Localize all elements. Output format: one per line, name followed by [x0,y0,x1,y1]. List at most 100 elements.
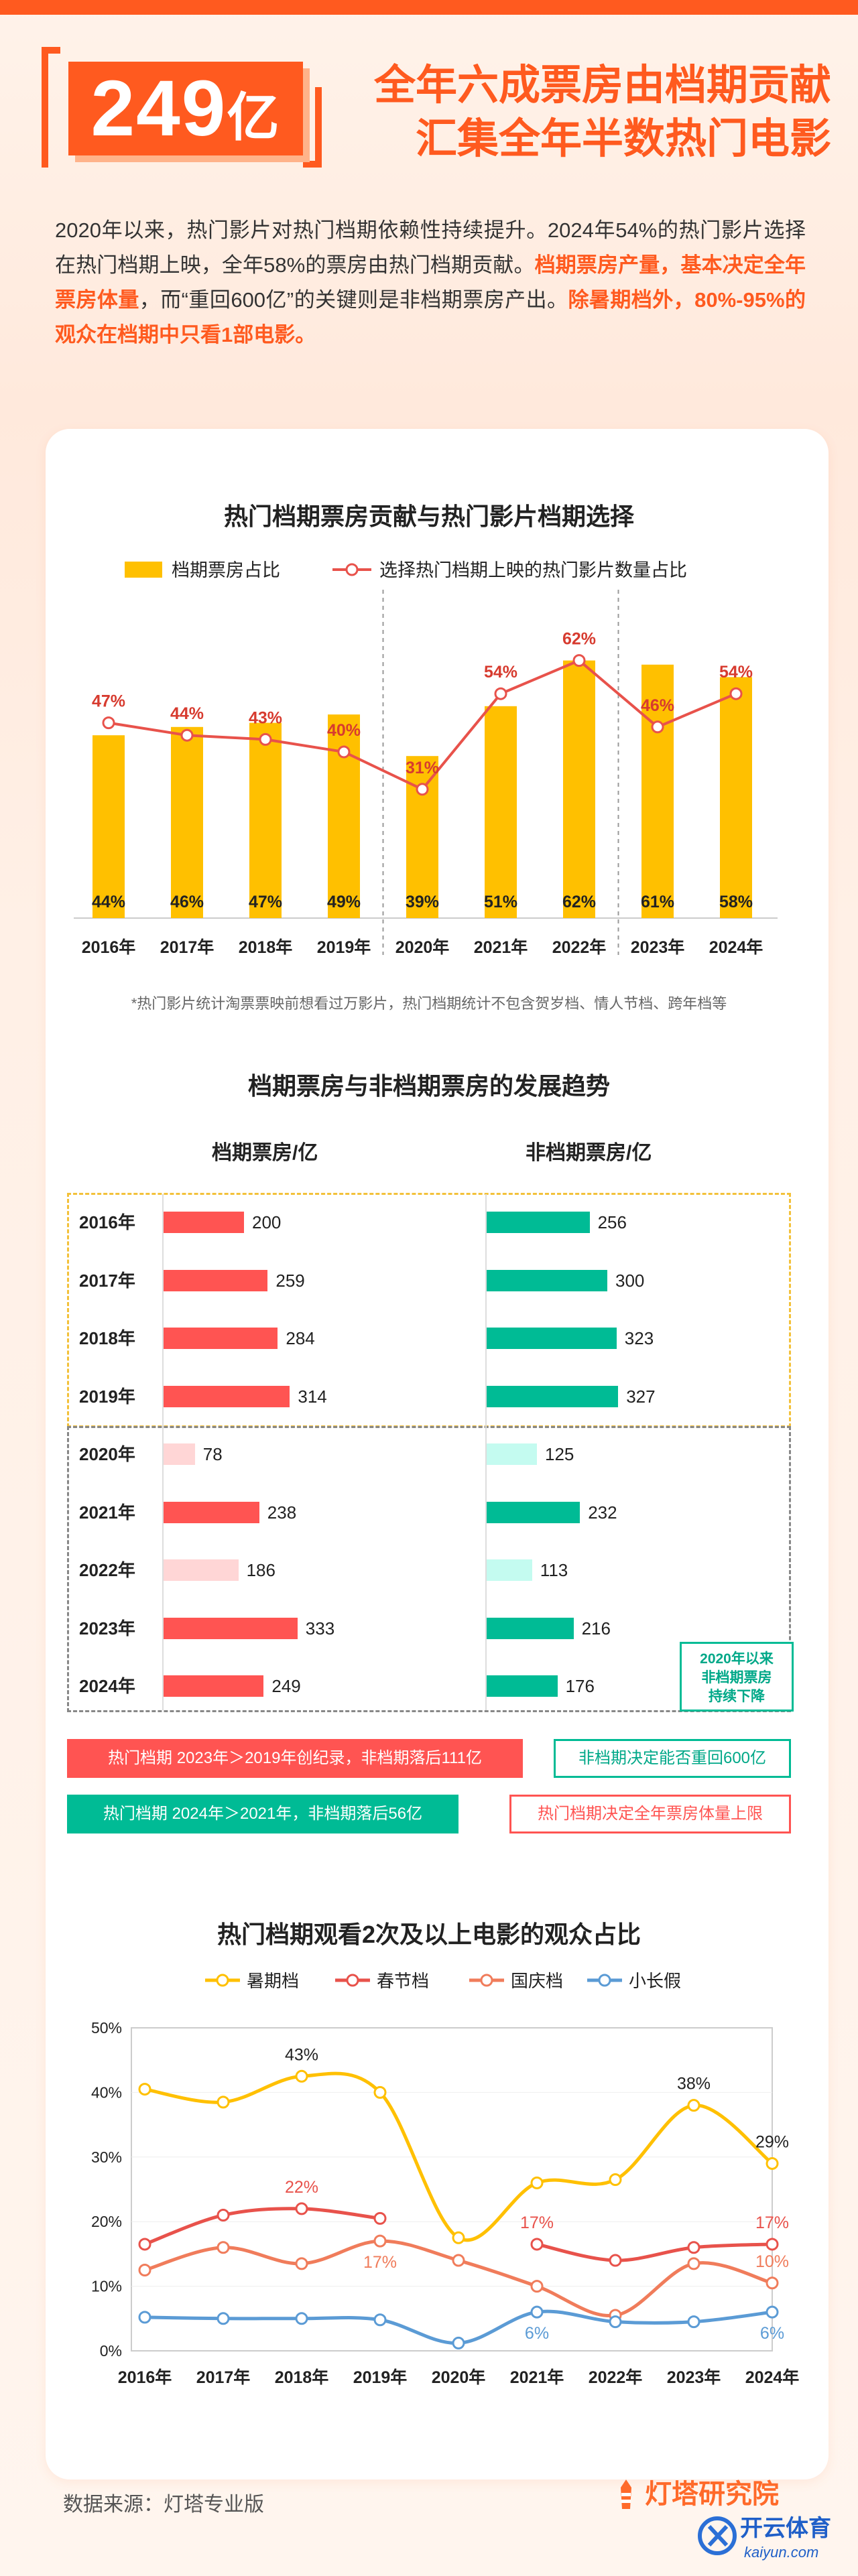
chart1-line-label: 44% [170,704,204,723]
chart2-season-bar [164,1385,290,1407]
chart2-offseason-value: 232 [588,1502,617,1523]
chart1-bar-label: 61% [641,893,674,911]
chart3-annotation: 10% [755,2252,789,2271]
chart2-title: 档期票房与非档期票房的发展趋势 [247,1072,610,1100]
chart3-series-line [144,2207,381,2246]
chart3-x-tick: 2022年 [589,2368,643,2387]
intro-text-2: ，而“重回600亿”的关键则是非档期票房产出。 [139,288,568,312]
chart2-col-head-left: 档期票房/亿 [212,1142,318,1164]
chart2-year-label: 2018年 [79,1328,135,1348]
chart2-offseason-value: 176 [565,1676,595,1696]
hero-figure: 249亿 [42,47,323,174]
chart1-bar-label: 49% [327,893,361,911]
chart1-line-point [259,732,272,746]
watermark-cn: 开云体育 [740,2516,831,2541]
chart2-offseason-value: 256 [597,1212,627,1232]
chart1-line-label: 54% [484,663,517,682]
chart2-box-post2020 [67,1426,791,1712]
chart3-point [687,2099,700,2112]
chart3-point [530,2280,544,2293]
chart3-point [609,2315,622,2329]
chart3-point [765,2305,779,2319]
chart2-year-label: 2024年 [79,1676,135,1696]
chart1-note: *热门影片统计淘票票映前想看过万影片，热门档期统计不包含贺岁档、情人节档、跨年档… [131,995,727,1012]
chart3-point [373,2313,387,2327]
chart3-point [452,2336,465,2349]
trend-note-line-3: 持续下降 [709,1689,765,1704]
chart3-legend-label: 小长假 [629,1971,681,1991]
intro-highlight-2: 除暑期档外，80%-95%的观众在档期中只看1部电影。 [55,288,806,346]
trend-note-line-2: 非档期票房 [701,1670,772,1685]
chart3-annotation: 17% [363,2253,397,2272]
chart1-line-label: 31% [406,759,439,777]
chart1-bar [720,677,752,918]
chart3-point [452,2254,465,2267]
bracket-right [303,87,322,168]
chart2-offseason-bar [487,1617,574,1639]
chart2-offseason-value: 327 [626,1386,656,1407]
chart3-point [295,2257,308,2270]
legend-label-line: 选择热门档期上映的热门影片数量占比 [379,560,687,580]
chart3-point [138,2238,151,2251]
chart1-line-point [729,687,743,700]
chart3-y-tick: 20% [91,2213,122,2230]
chart1-line-point [416,783,429,796]
chart2-year-label: 2016年 [79,1212,135,1232]
chart3-point [217,2241,230,2254]
chart1-x-tick: 2017年 [160,938,214,957]
chart2-offseason-bar [487,1269,607,1291]
chart1-bar [249,722,282,918]
chart3-point [138,2083,151,2096]
chart2-year-label: 2017年 [79,1270,135,1291]
tag-record-2023: 热门档期 2023年＞2019年创纪录，非档期落后111亿 [67,1739,523,1778]
chart1-x-tick: 2021年 [474,938,528,957]
chart1-bar [93,735,125,918]
hero-number-unit: 亿 [227,88,281,147]
chart3-x-tick: 2016年 [118,2368,172,2387]
headline: 全年六成票房由档期贡献 汇集全年半数热门电影 [335,59,831,166]
chart1-x-tick: 2023年 [631,938,685,957]
chart3-legend: 暑期档 春节档 国庆档 小长假 [205,1971,681,1991]
chart1-line-point [337,745,351,759]
chart2-offseason-bar [487,1675,558,1697]
hero-number-value: 249 [90,64,227,153]
chart2-col-head-right: 非档期票房/亿 [526,1142,652,1164]
chart1-bar-label: 51% [484,893,517,911]
legend-label-bar: 档期票房占比 [172,560,280,580]
data-source: 数据来源：灯塔专业版 [63,2494,264,2516]
chart2-offseason-bar [487,1559,532,1581]
chart3-legend-label: 暑期档 [247,1971,299,1991]
chart1-line-point [572,654,586,667]
chart3-annotation: 6% [525,2324,549,2343]
chart3-x-tick: 2024年 [745,2368,800,2387]
chart3-point [609,2254,622,2267]
chart2-season-bar [164,1501,259,1523]
chart1-bar [171,726,203,918]
chart1-line-label: 47% [92,692,125,711]
hero-number-box: 249亿 [68,62,303,155]
chart3-point [295,2312,308,2325]
chart1-line-point [102,716,115,730]
chart3-legend-dot [480,1974,493,1987]
chart3-legend-label: 国庆档 [511,1971,563,1991]
chart2-season-value: 284 [286,1328,315,1348]
chart3-frame [131,2027,773,2352]
chart3-plot: 0% 10% 20% 30% 40% 50% 2016年 2017年 2018年 2019年 202… [91,2019,800,2387]
chart1-bar [485,706,517,918]
chart3-y-tick: 40% [91,2083,122,2101]
chart2-offseason-value: 300 [615,1270,645,1291]
chart1-line-label: 62% [562,630,596,649]
chart2-season-bar [164,1675,264,1697]
chart3-series-line [536,2242,773,2262]
chart3-point [530,2305,544,2319]
chart2-offseason-value: 323 [624,1328,654,1348]
chart2-season-value: 314 [298,1386,327,1407]
top-accent-bar [0,0,858,15]
chart3-point [295,2069,308,2083]
chart2-season-value: 200 [252,1212,282,1232]
chart2-offseason-bar [487,1328,617,1349]
chart2-season-value: 238 [267,1502,297,1523]
chart2-axis-left [162,1194,164,1710]
chart3-legend-dot [216,1974,229,1987]
kaiyun-watermark: 开云体育 kaiyun.com [698,2516,831,2561]
